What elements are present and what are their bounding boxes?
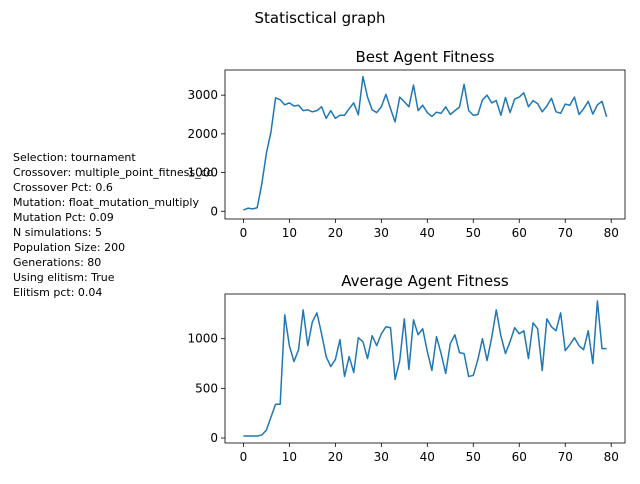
- parameter-line: Mutation Pct: 0.09: [13, 211, 114, 224]
- y-tick-label: 0: [210, 204, 218, 218]
- y-tick-label: 0: [210, 431, 218, 445]
- x-tick-label: 40: [420, 226, 435, 240]
- parameter-line: Mutation: float_mutation_multiply: [13, 196, 199, 209]
- x-tick-label: 20: [328, 226, 343, 240]
- y-tick-label: 500: [195, 381, 218, 395]
- parameter-line: N simulations: 5: [13, 226, 102, 239]
- y-tick-label: 3000: [187, 88, 218, 102]
- series-line: [243, 300, 607, 437]
- x-tick-label: 10: [282, 226, 297, 240]
- x-tick-label: 30: [374, 226, 389, 240]
- chart-average-agent-fitness: Average Agent Fitness 0 10 20 30 40 50 60 70 80 0 5…: [187, 272, 626, 464]
- x-tick-label: 70: [558, 226, 573, 240]
- parameter-line: Elitism pct: 0.04: [13, 286, 103, 299]
- parameter-line: Population Size: 200: [13, 241, 126, 254]
- chart-title: Average Agent Fitness: [341, 272, 509, 290]
- x-tick-label: 60: [512, 450, 527, 464]
- parameter-line: Crossover Pct: 0.6: [13, 181, 113, 194]
- axes-frame: [224, 293, 626, 444]
- x-tick-label: 30: [374, 450, 389, 464]
- y-tick-label: 1000: [187, 332, 218, 346]
- x-tick-label: 20: [328, 450, 343, 464]
- parameter-line: Generations: 80: [13, 256, 102, 269]
- y-tick-label: 2000: [187, 127, 218, 141]
- parameter-line: Using elitism: True: [13, 271, 115, 284]
- x-tick-label: 10: [282, 450, 297, 464]
- x-tick-label: 40: [420, 450, 435, 464]
- x-tick-label: 80: [604, 226, 619, 240]
- figure-suptitle: Statisctical graph: [254, 9, 385, 27]
- x-tick-label: 0: [240, 226, 248, 240]
- x-tick-label: 50: [466, 226, 481, 240]
- parameter-line: Crossover: multiple_point_fitness_co: [13, 166, 214, 179]
- axes-frame: [224, 69, 626, 220]
- series-line: [243, 75, 608, 211]
- x-tick-label: 80: [604, 450, 619, 464]
- x-tick-label: 50: [466, 450, 481, 464]
- x-tick-label: 0: [240, 450, 248, 464]
- parameter-line: Selection: tournament: [13, 151, 136, 164]
- chart-best-agent-fitness: Best Agent Fitness 0 10 20 30 40 50 60 70 80 0 1000…: [187, 48, 626, 240]
- parameters-panel: Selection: tournament Crossover: multiple…: [13, 150, 213, 300]
- x-tick-label: 70: [558, 450, 573, 464]
- x-tick-label: 60: [512, 226, 527, 240]
- y-tick-label: 1000: [187, 166, 218, 180]
- chart-title: Best Agent Fitness: [355, 48, 494, 66]
